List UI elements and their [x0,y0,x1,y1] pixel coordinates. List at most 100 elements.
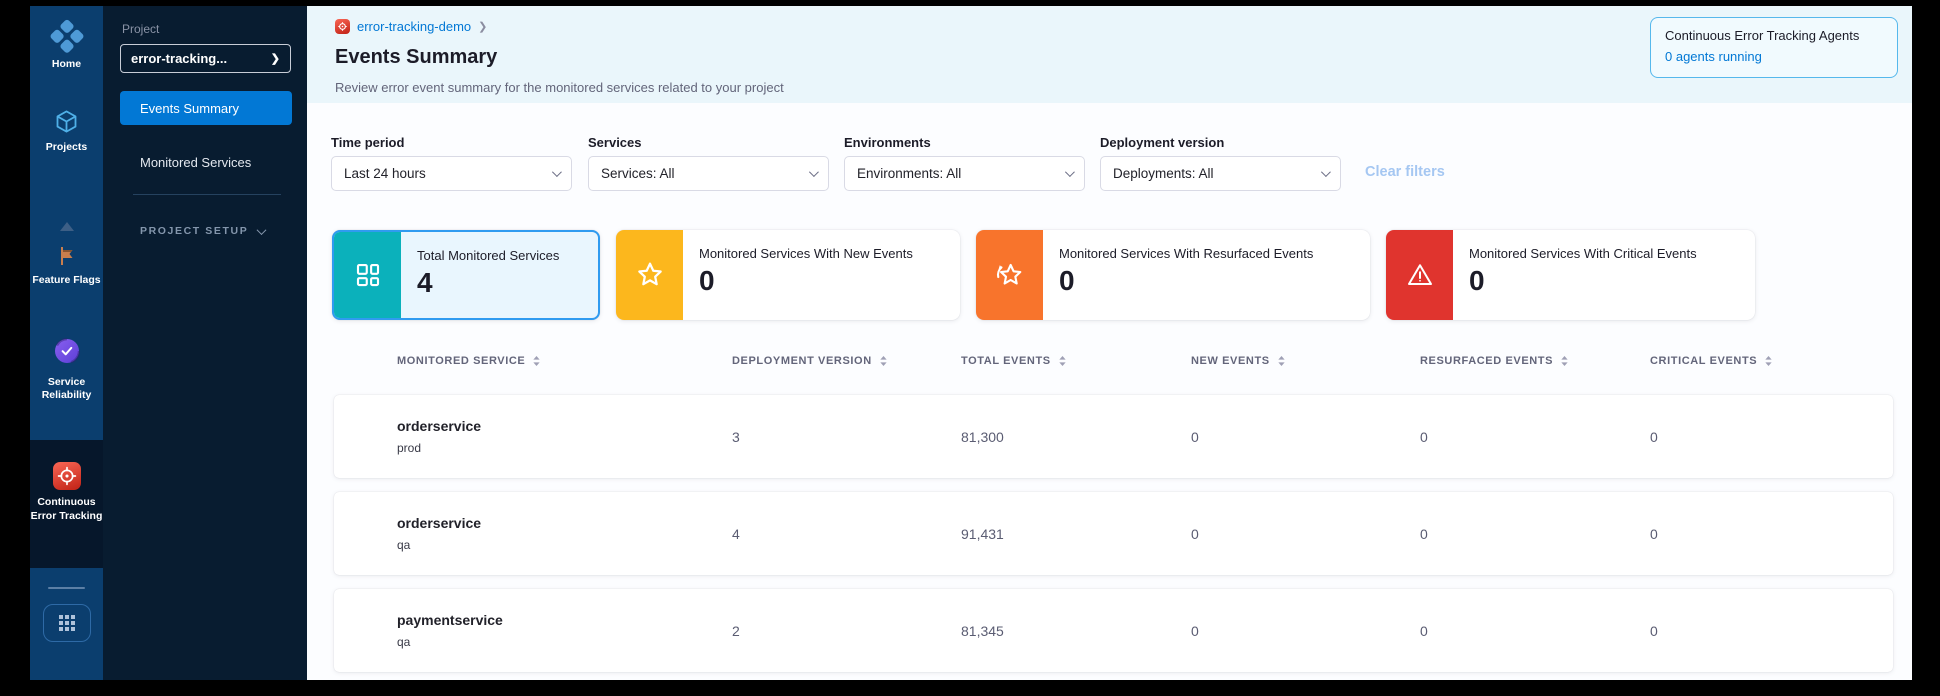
filter-label-deployment-version: Deployment version [1100,135,1225,150]
sidebar-item-label: Projects [45,141,88,153]
deployment-version-cell: 3 [732,428,740,445]
card-value: 0 [699,265,715,296]
critical-events-cell: 0 [1650,525,1658,542]
column-header-monitored-service[interactable]: MONITORED SERVICE [397,355,732,367]
stat-card-resurfaced-events[interactable]: Monitored Services With Resurfaced Event… [976,230,1370,320]
stat-card-critical-events[interactable]: Monitored Services With Critical Events … [1386,230,1755,320]
sidebar-divider [48,587,85,589]
nav-item-monitored-services[interactable]: Monitored Services [140,155,252,170]
time-period-dropdown[interactable]: Last 24 hours [331,156,572,191]
critical-events-cell: 0 [1650,622,1658,639]
agents-running-link[interactable]: 0 agents running [1665,49,1762,64]
dropdown-value: Environments: All [857,166,962,181]
table-row[interactable]: orderservice qa 4 91,431 0 0 0 [334,492,1893,575]
sidebar-divider [133,194,281,195]
card-accent [976,230,1043,320]
project-sidebar: Project error-tracking... ❯ Events Summa… [103,6,307,680]
service-environment: prod [397,441,422,455]
sidebar-bottom-section [30,568,103,680]
project-selector[interactable]: error-tracking... ❯ [120,44,291,73]
nav-item-events-summary[interactable]: Events Summary [120,91,292,125]
resurfaced-events-cell: 0 [1420,622,1428,639]
active-module-highlight: Continuous Error Tracking [30,440,103,568]
environments-dropdown[interactable]: Environments: All [844,156,1085,191]
grid-icon [356,263,379,287]
column-label: CRITICAL EVENTS [1650,355,1758,367]
sidebar-item-home[interactable]: Home [30,18,103,71]
column-label: MONITORED SERVICE [397,355,526,367]
card-accent [334,232,401,318]
clear-filters-button[interactable]: Clear filters [1365,164,1445,180]
module-sidebar: Home Projects Feature Flags [30,6,103,680]
deployments-dropdown[interactable]: Deployments: All [1100,156,1341,191]
card-label: Monitored Services With New Events [699,246,913,261]
error-tracking-icon [52,462,81,490]
resurfaced-events-cell: 0 [1420,428,1428,445]
filter-label-services: Services [588,135,642,150]
breadcrumb: error-tracking-demo ❯ [335,19,487,34]
chevron-down-icon [551,167,562,178]
sort-icon [880,356,887,366]
sidebar-item-feature-flags[interactable]: Feature Flags [30,244,103,287]
project-label: Project [122,22,160,36]
service-name: orderservice [397,418,482,434]
deployment-version-cell: 4 [732,525,740,542]
total-events-cell: 81,300 [961,428,1004,445]
column-header-critical-events[interactable]: CRITICAL EVENTS [1650,355,1893,367]
card-accent [1386,230,1453,320]
table-row[interactable]: orderservice prod 3 81,300 0 0 0 [334,395,1893,478]
total-events-cell: 91,431 [961,525,1004,542]
card-value: 4 [417,267,433,298]
sidebar-item-label: Service Reliability [41,376,92,402]
column-header-resurfaced-events[interactable]: RESURFACED EVENTS [1420,355,1650,367]
column-label: DEPLOYMENT VERSION [732,355,872,367]
service-name: paymentservice [397,612,503,628]
star-refresh-icon [996,263,1021,285]
home-icon [30,18,103,54]
stat-card-total-monitored-services[interactable]: Total Monitored Services 4 [332,230,600,320]
sidebar-item-projects[interactable]: Projects [30,108,103,154]
column-header-new-events[interactable]: NEW EVENTS [1191,355,1420,367]
card-label: Total Monitored Services [417,248,560,263]
chevron-down-icon [1320,167,1331,178]
service-name: orderservice [397,515,482,531]
dropdown-value: Deployments: All [1113,166,1214,181]
services-dropdown[interactable]: Services: All [588,156,829,191]
sort-icon [533,356,541,366]
card-accent [616,230,683,320]
stat-card-new-events[interactable]: Monitored Services With New Events 0 [616,230,960,320]
sort-icon [1278,356,1285,366]
table-row[interactable]: paymentservice qa 2 81,345 0 0 0 [334,589,1893,672]
breadcrumb-project-link[interactable]: error-tracking-demo [357,19,472,34]
agents-panel: Continuous Error Tracking Agents 0 agent… [1650,17,1898,78]
dropdown-value: Services: All [601,166,675,181]
card-value: 0 [1059,265,1075,296]
table-header: MONITORED SERVICE DEPLOYMENT VERSION TOT… [334,355,1893,367]
chevron-down-icon [808,167,819,178]
module-picker-button[interactable] [43,604,91,642]
sort-icon [1059,356,1066,366]
column-label: NEW EVENTS [1191,355,1270,367]
card-label: Monitored Services With Critical Events [1469,246,1697,261]
sidebar-item-continuous-error-tracking[interactable]: Continuous Error Tracking [30,462,103,523]
sidebar-item-label: Feature Flags [32,274,101,286]
project-setup-toggle[interactable]: PROJECT SETUP [140,224,267,237]
column-label: TOTAL EVENTS [961,355,1051,367]
card-value: 0 [1469,265,1485,296]
flag-icon [30,244,103,268]
sidebar-item-label: Home [51,58,82,70]
sort-icon [1765,356,1772,366]
sidebar-scroll-up[interactable] [30,222,103,231]
card-label: Monitored Services With Resurfaced Event… [1059,246,1314,261]
resurfaced-events-cell: 0 [1420,525,1428,542]
table-body: orderservice prod 3 81,300 0 0 0 orderse… [334,395,1893,672]
project-setup-label: PROJECT SETUP [140,225,249,237]
page-header: error-tracking-demo ❯ Events Summary Rev… [307,6,1912,103]
total-events-cell: 81,345 [961,622,1004,639]
project-name: error-tracking... [131,51,228,66]
column-header-total-events[interactable]: TOTAL EVENTS [961,355,1191,367]
sidebar-item-service-reliability[interactable]: Service Reliability [30,338,103,402]
new-events-cell: 0 [1191,525,1199,542]
column-header-deployment-version[interactable]: DEPLOYMENT VERSION [732,355,961,367]
agents-panel-title: Continuous Error Tracking Agents [1665,28,1860,43]
